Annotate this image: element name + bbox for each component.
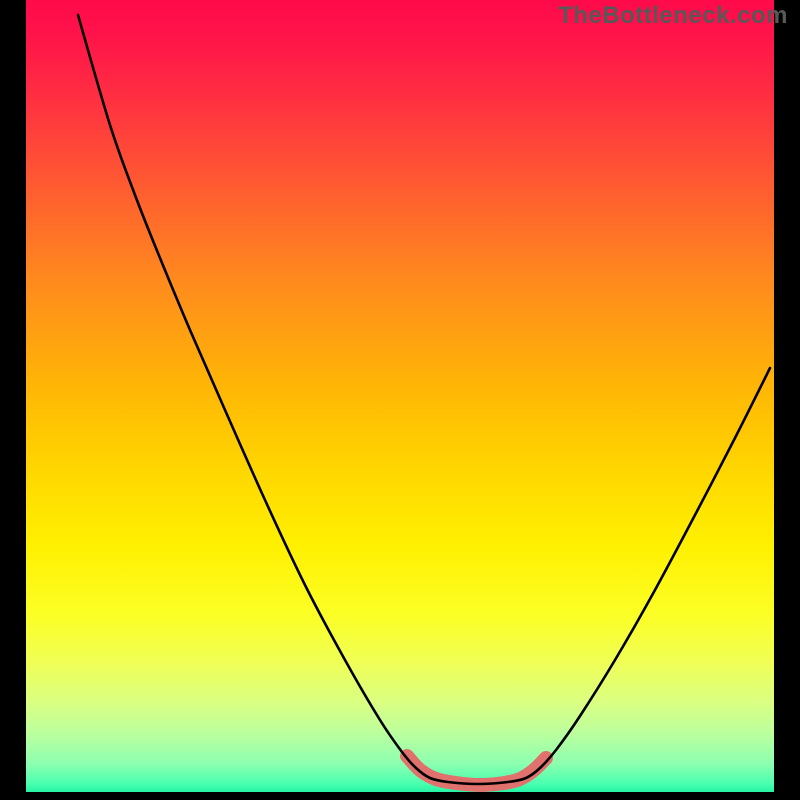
chart-stage: TheBottleneck.com [0,0,800,800]
watermark-text: TheBottleneck.com [558,2,788,30]
border-left [0,0,26,800]
border-bottom [0,792,800,800]
gradient-background [0,0,800,800]
border-right [774,0,800,800]
